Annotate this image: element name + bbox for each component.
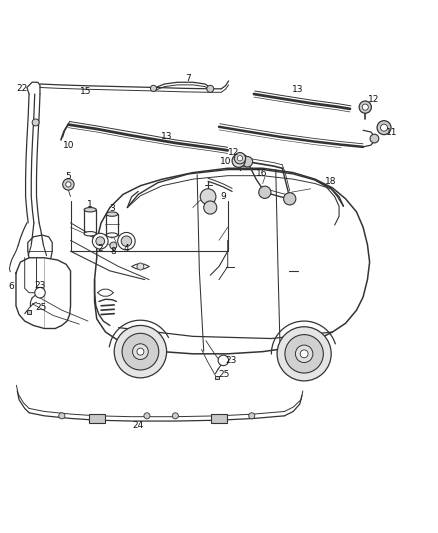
Text: 10: 10 xyxy=(220,157,231,166)
Bar xyxy=(211,414,227,423)
Text: 1: 1 xyxy=(87,200,93,209)
Circle shape xyxy=(133,344,148,359)
Text: 6: 6 xyxy=(9,281,14,290)
Circle shape xyxy=(137,348,144,355)
Circle shape xyxy=(92,233,108,249)
Text: 15: 15 xyxy=(80,87,92,96)
Circle shape xyxy=(63,179,74,190)
Text: 13: 13 xyxy=(161,132,173,141)
Circle shape xyxy=(96,237,105,246)
Text: 13: 13 xyxy=(292,85,304,94)
Bar xyxy=(27,310,31,313)
Ellipse shape xyxy=(106,212,118,216)
Circle shape xyxy=(300,350,308,358)
Circle shape xyxy=(114,326,166,378)
Circle shape xyxy=(32,119,39,126)
Ellipse shape xyxy=(84,231,96,236)
Circle shape xyxy=(285,335,323,373)
Circle shape xyxy=(122,333,159,370)
Circle shape xyxy=(370,134,379,143)
Text: 4: 4 xyxy=(124,244,129,253)
Circle shape xyxy=(232,154,245,167)
Circle shape xyxy=(381,124,388,131)
Circle shape xyxy=(234,152,246,164)
Text: 8: 8 xyxy=(110,247,116,256)
Circle shape xyxy=(204,201,217,214)
Text: 23: 23 xyxy=(34,281,46,290)
Circle shape xyxy=(242,157,253,167)
Circle shape xyxy=(237,156,243,161)
Circle shape xyxy=(362,104,368,110)
Circle shape xyxy=(110,242,117,249)
Circle shape xyxy=(249,413,255,419)
Text: 24: 24 xyxy=(133,422,144,430)
Circle shape xyxy=(200,189,216,205)
Circle shape xyxy=(150,85,156,92)
Circle shape xyxy=(118,232,135,250)
Circle shape xyxy=(144,413,150,419)
Circle shape xyxy=(35,287,45,298)
Circle shape xyxy=(377,120,391,135)
Text: 16: 16 xyxy=(256,169,268,179)
Ellipse shape xyxy=(84,207,96,212)
Text: 22: 22 xyxy=(16,84,27,93)
Circle shape xyxy=(259,186,271,198)
Text: 5: 5 xyxy=(66,173,71,182)
Text: 11: 11 xyxy=(386,127,397,136)
Text: 7: 7 xyxy=(186,74,191,83)
Circle shape xyxy=(284,193,296,205)
Text: 2: 2 xyxy=(97,244,103,253)
Circle shape xyxy=(121,236,132,246)
Text: 12: 12 xyxy=(228,148,240,157)
Text: 18: 18 xyxy=(325,177,336,186)
Circle shape xyxy=(218,355,229,366)
Circle shape xyxy=(207,85,214,92)
Text: 9: 9 xyxy=(220,192,226,201)
Circle shape xyxy=(59,413,65,419)
Bar xyxy=(215,376,219,379)
Circle shape xyxy=(277,327,331,381)
Ellipse shape xyxy=(106,233,118,237)
Text: 3: 3 xyxy=(110,204,115,213)
Text: 10: 10 xyxy=(63,141,74,150)
Text: 23: 23 xyxy=(226,356,237,365)
Text: 25: 25 xyxy=(219,370,230,379)
Circle shape xyxy=(172,413,178,419)
Circle shape xyxy=(137,263,144,270)
Text: 12: 12 xyxy=(368,95,380,104)
Circle shape xyxy=(295,345,313,362)
Text: 25: 25 xyxy=(35,303,46,312)
Circle shape xyxy=(359,101,371,113)
Circle shape xyxy=(66,182,71,187)
Bar xyxy=(89,414,105,423)
